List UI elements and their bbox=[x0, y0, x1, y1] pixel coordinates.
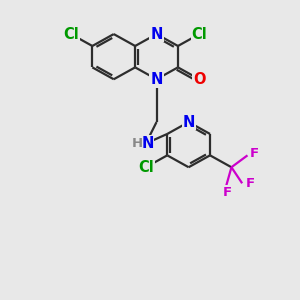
Text: N: N bbox=[182, 115, 195, 130]
Text: H: H bbox=[131, 137, 142, 150]
Text: F: F bbox=[250, 147, 259, 161]
Text: F: F bbox=[246, 177, 255, 190]
Text: F: F bbox=[223, 186, 232, 199]
Text: N: N bbox=[150, 72, 163, 87]
Text: O: O bbox=[193, 72, 206, 87]
Text: N: N bbox=[150, 27, 163, 42]
Text: Cl: Cl bbox=[63, 27, 79, 42]
Text: Cl: Cl bbox=[191, 27, 207, 42]
Text: Cl: Cl bbox=[138, 160, 154, 175]
Text: N: N bbox=[141, 136, 154, 151]
